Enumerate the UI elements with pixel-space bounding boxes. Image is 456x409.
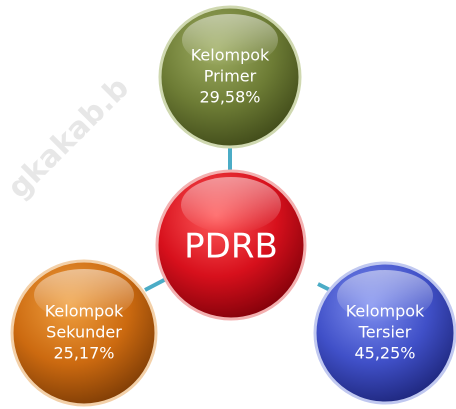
center-label: PDRB (184, 227, 278, 267)
node-sekunder (10, 259, 158, 407)
node-label: Kelompok (191, 46, 270, 65)
node-label: Kelompok (346, 302, 425, 321)
node-label: 25,17% (53, 344, 114, 363)
node-label: Tersier (358, 323, 412, 342)
node-tersier (313, 261, 456, 405)
node-label: Primer (204, 67, 257, 86)
node-label: Sekunder (46, 323, 122, 342)
watermark: gkakab.b (1, 70, 136, 205)
node-label: 45,25% (354, 344, 415, 363)
node-label: 29,58% (199, 88, 260, 107)
node-label: Kelompok (45, 302, 124, 321)
node-primer (158, 5, 302, 149)
node-center (155, 169, 307, 321)
